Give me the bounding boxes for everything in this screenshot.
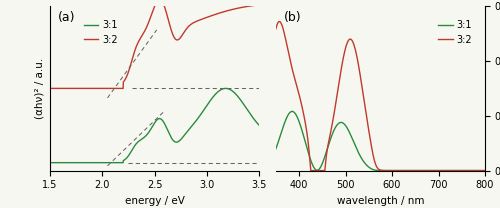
Line: 3:2: 3:2 (276, 22, 485, 171)
Text: (a): (a) (58, 11, 76, 24)
3:1 (374, 169, 380, 172)
3:2 (58, 87, 64, 90)
3:2 (375, 167, 381, 170)
Line: 3:1: 3:1 (276, 111, 485, 171)
Line: 3:1: 3:1 (50, 88, 264, 163)
3:1 (289, 110, 295, 113)
3:1 (47, 161, 53, 164)
3:1 (151, 122, 157, 125)
3:1 (255, 123, 261, 125)
3:2 (255, 4, 261, 6)
X-axis label: energy / eV: energy / eV (124, 196, 184, 206)
3:1 (482, 169, 488, 172)
3:2 (369, 149, 375, 152)
3:2 (276, 20, 282, 23)
3:2 (146, 21, 152, 24)
3:2 (256, 4, 262, 6)
3:1 (262, 129, 268, 131)
3:2 (151, 6, 157, 8)
3:2 (156, 0, 162, 1)
Line: 3:2: 3:2 (50, 0, 264, 88)
3:1 (273, 147, 279, 150)
3:2 (262, 3, 268, 5)
3:1 (476, 169, 482, 172)
3:1 (216, 90, 222, 92)
Legend: 3:1, 3:2: 3:1, 3:2 (80, 16, 122, 49)
3:1 (256, 123, 262, 126)
3:2 (47, 87, 53, 90)
Y-axis label: (αhν)² / a.u.: (αhν)² / a.u. (34, 58, 44, 119)
Text: (b): (b) (284, 11, 302, 24)
3:2 (476, 169, 482, 172)
3:1 (222, 87, 228, 90)
3:1 (146, 131, 152, 134)
3:1 (438, 169, 444, 172)
3:2 (273, 27, 279, 30)
X-axis label: wavelength / nm: wavelength / nm (336, 196, 424, 206)
3:2 (476, 169, 482, 172)
3:1 (58, 161, 64, 164)
Legend: 3:1, 3:2: 3:1, 3:2 (434, 16, 476, 49)
3:1 (284, 117, 290, 119)
3:1 (369, 168, 375, 171)
3:1 (476, 169, 482, 172)
3:2 (438, 169, 444, 172)
3:2 (216, 12, 222, 15)
3:2 (482, 169, 488, 172)
3:2 (308, 169, 314, 172)
3:2 (284, 43, 290, 45)
